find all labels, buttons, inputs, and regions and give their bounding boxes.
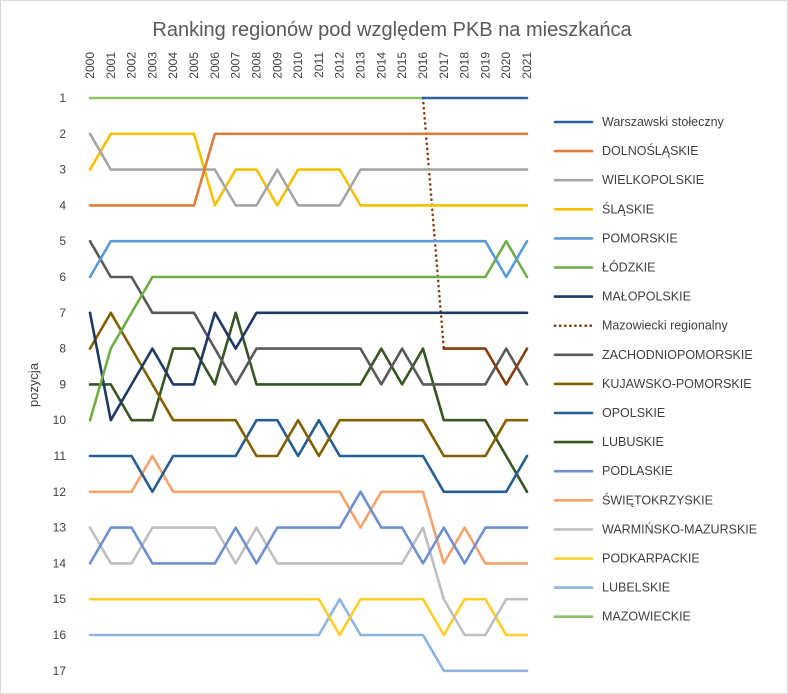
legend-label: PODKARPACKIE — [602, 552, 700, 566]
y-tick-label: 7 — [59, 306, 66, 320]
x-tick-label: 2018 — [458, 52, 472, 79]
chart-title: Ranking regionów pod względem PKB na mie… — [152, 19, 632, 41]
legend-label: POMORSKIE — [602, 231, 678, 245]
legend-label: Warszawski stołeczny — [602, 115, 725, 129]
x-tick-label: 2010 — [291, 52, 305, 79]
series-line — [88, 132, 529, 207]
legend-label: ŚWIĘTOKRZYSKIE — [602, 492, 713, 507]
series-line — [88, 239, 529, 422]
series-line — [88, 597, 529, 673]
legend-label: MAZOWIECKIE — [602, 610, 691, 624]
legend: Warszawski stołeczny DOLNOŚLĄSKIE WIELKOPO… — [553, 115, 757, 624]
series-line — [88, 454, 529, 565]
legend-label: WIELKOPOLSKIE — [602, 173, 704, 187]
x-tick-label: 2009 — [270, 52, 284, 79]
legend-label: PODLASKIE — [602, 464, 673, 478]
x-tick-label: 2015 — [395, 52, 409, 79]
x-tick-label: 2003 — [145, 52, 159, 79]
y-tick-label: 2 — [59, 127, 66, 141]
y-tick-label: 1 — [59, 91, 66, 105]
y-tick-label: 3 — [59, 163, 66, 177]
legend-label: WARMIŃSKO-MAZURSKIE — [602, 521, 757, 536]
x-tick-label: 2020 — [499, 52, 513, 79]
y-axis-label: pozycja — [26, 362, 41, 407]
legend-label: LUBELSKIE — [602, 581, 670, 595]
x-tick-label: 2013 — [354, 52, 368, 79]
x-tick-labels: 2000 2001 2002 2003 2004 2005 2006 2007 2008 2009… — [83, 52, 534, 79]
x-tick-label: 2006 — [208, 52, 222, 79]
series-line — [88, 132, 529, 207]
series-line — [88, 311, 529, 422]
y-tick-label: 6 — [59, 270, 66, 284]
series-line — [88, 311, 529, 458]
series-line — [88, 132, 529, 207]
x-tick-label: 2011 — [312, 52, 326, 78]
y-tick-label: 14 — [53, 556, 67, 570]
series-line — [88, 239, 529, 279]
y-tick-label: 17 — [53, 664, 67, 678]
x-tick-label: 2021 — [520, 52, 534, 79]
series-line — [421, 96, 446, 350]
y-tick-label: 15 — [53, 592, 67, 606]
legend-label: DOLNOŚLĄSKIE — [602, 143, 699, 158]
x-tick-label: 2017 — [437, 52, 451, 79]
y-tick-label: 12 — [53, 485, 67, 499]
y-tick-label: 8 — [59, 342, 66, 356]
series-line — [442, 347, 529, 386]
x-tick-label: 2007 — [229, 52, 243, 79]
legend-label: ZACHODNIOPOMORSKIE — [602, 348, 753, 362]
legend-label: Mazowiecki regionalny — [602, 319, 729, 333]
series-line — [88, 239, 529, 386]
y-tick-label: 16 — [53, 628, 67, 642]
y-tick-label: 9 — [59, 377, 66, 391]
x-tick-label: 2002 — [125, 52, 139, 79]
y-tick-label: 10 — [53, 413, 67, 427]
x-tick-label: 2016 — [416, 52, 430, 79]
series-line — [88, 490, 529, 565]
y-tick-label: 13 — [53, 521, 67, 535]
legend-label: LUBUSKIE — [602, 435, 664, 449]
x-tick-label: 2001 — [104, 52, 118, 79]
y-tick-label: 11 — [54, 449, 67, 463]
legend-label: KUJAWSKO-POMORSKIE — [602, 377, 752, 391]
x-tick-label: 2004 — [166, 52, 180, 79]
series-line — [88, 526, 529, 637]
x-tick-label: 2005 — [187, 52, 201, 79]
legend-label: ŚLĄSKIE — [602, 201, 654, 216]
x-tick-label: 2019 — [478, 52, 492, 79]
x-tick-label: 2008 — [249, 52, 263, 79]
x-tick-label: 2000 — [83, 52, 97, 79]
series-line — [88, 311, 529, 494]
x-tick-label: 2012 — [333, 52, 347, 79]
series-lines — [88, 96, 529, 673]
legend-label: ŁÓDZKIE — [602, 260, 656, 275]
legend-label: MAŁOPOLSKIE — [602, 290, 691, 304]
y-tick-label: 5 — [59, 234, 66, 248]
x-tick-label: 2014 — [374, 52, 388, 79]
legend-label: OPOLSKIE — [602, 406, 665, 420]
y-tick-label: 4 — [59, 198, 66, 212]
